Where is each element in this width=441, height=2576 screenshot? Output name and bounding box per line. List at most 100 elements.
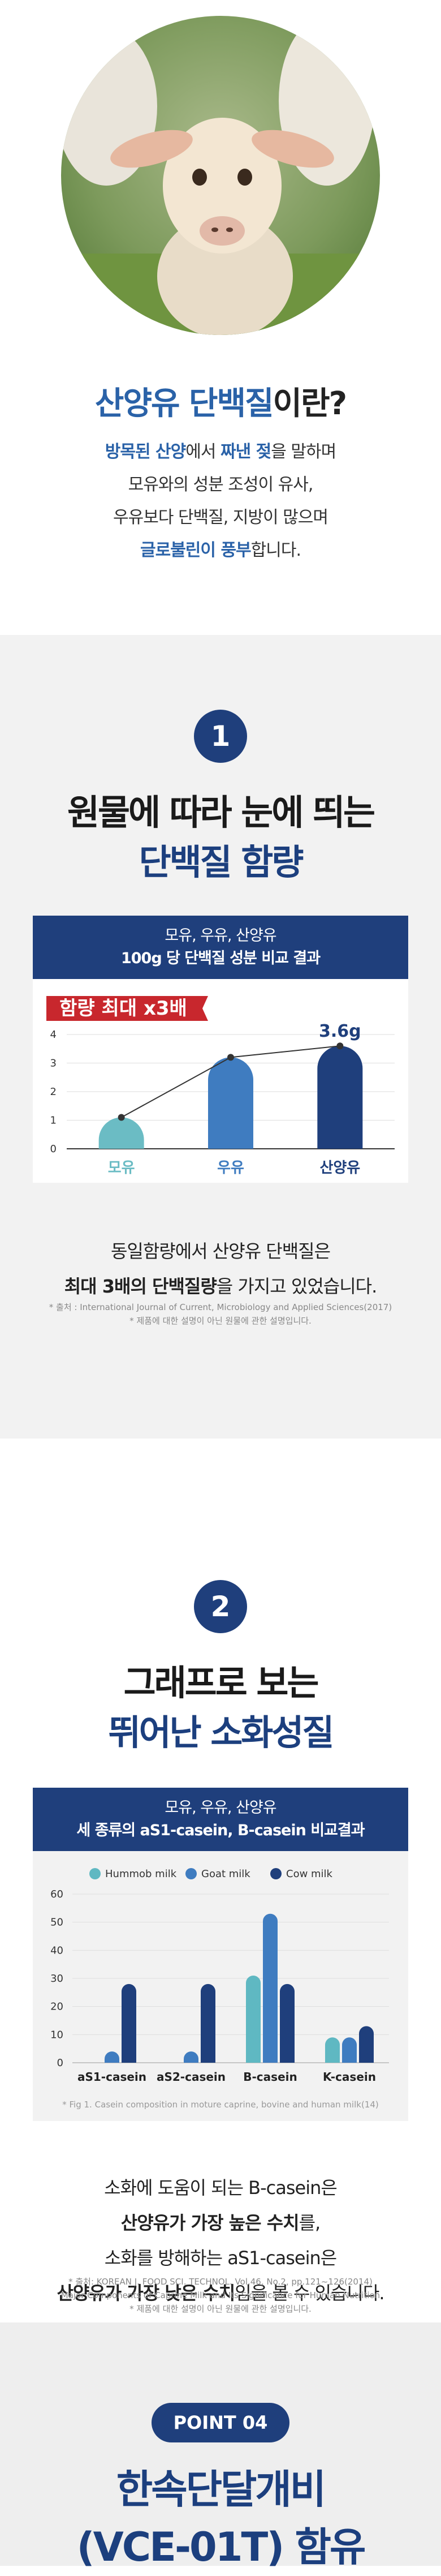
x-tick-label: aS1-casein <box>77 2070 146 2084</box>
body-bold-4: 산양유가 가장 낮은 수치 <box>57 2282 235 2304</box>
card-title: 모유, 우유, 산양유 <box>165 1799 276 1817</box>
intro-line-3: 우유보다 단백질, 지방이 많으며 <box>113 508 328 527</box>
y-tick-label: 4 <box>50 1029 57 1041</box>
y-tick-label: 30 <box>50 1973 63 1985</box>
x-tick-label: 우유 <box>217 1160 244 1177</box>
digestion-section: 2 그래프로 보는 뛰어난 소화성질 모유, 우유, 산양유 세 종류의 aS1… <box>0 1439 441 2322</box>
source-line-2: Major Components of Caprine Milk and Its… <box>60 2290 381 2300</box>
callout-text: 함량 최대 x3배 <box>59 997 187 1020</box>
y-tick-label: 3 <box>50 1058 57 1070</box>
card-title: 모유, 우유, 산양유 <box>165 927 276 944</box>
section-title-line2: 뛰어난 소화성질 <box>108 1712 335 1753</box>
source-note: * 출처 : International Journal of Current,… <box>0 1300 441 1328</box>
legend-label: Goat milk <box>201 1868 250 1880</box>
bar <box>184 2051 198 2063</box>
y-tick-label: 2 <box>50 1086 57 1098</box>
x-tick-label: B-casein <box>243 2070 297 2084</box>
intro-title-blue: 산양유 단백질 <box>94 385 274 422</box>
callout-bg <box>46 996 208 1021</box>
body-line-2-end: 를, <box>299 2212 321 2234</box>
legend-label: Cow milk <box>286 1868 333 1880</box>
intro-title: 산양유 단백질이란? <box>0 378 441 424</box>
section-number-badge: 1 <box>194 710 247 763</box>
y-tick-label: 0 <box>57 2057 63 2069</box>
point-badge: POINT 04 <box>152 2403 289 2442</box>
source-line-1: * 출처 : International Journal of Current,… <box>49 1302 392 1312</box>
bar <box>105 2051 119 2063</box>
y-tick-label: 20 <box>50 2001 63 2013</box>
section-body: 소화에 도움이 되는 B-casein은 산양유가 가장 높은 수치를, 소화를… <box>0 2170 441 2311</box>
bar <box>98 1117 144 1149</box>
intro-line-2: 모유와의 성분 조성이 유사, <box>128 475 314 495</box>
body-line-4-end: 임을 볼 수 있습니다. <box>235 2282 384 2304</box>
point-title-line1: 한속단달개비 <box>116 2466 326 2513</box>
callout-banner: 함량 최대 x3배 <box>46 996 208 1021</box>
section-body: 동일함량에서 산양유 단백질은 최대 3배의 단백질량을 가지고 있었습니다. <box>0 1234 441 1304</box>
body-bold-2: 산양유가 가장 높은 수치 <box>120 2212 300 2234</box>
section-title: 원물에 따라 눈에 띄는 단백질 함량 <box>0 788 441 887</box>
source-line-3: * 제품에 대한 설명이 아닌 원물에 관한 설명입니다. <box>129 2304 312 2314</box>
y-tick-label: 60 <box>50 1888 63 1900</box>
section-number-badge: 2 <box>194 1580 247 1633</box>
section-title: 그래프로 보는 뛰어난 소화성질 <box>0 1658 441 1758</box>
point-title: 한속단달개비 (VCE-01T) 함유 <box>0 2461 441 2576</box>
source-line-2: * 제품에 대한 설명이 아닌 원물에 관한 설명입니다. <box>129 1316 312 1326</box>
goat-photo <box>61 16 380 335</box>
body-line-2-rest: 을 가지고 있었습니다. <box>216 1276 377 1297</box>
intro-line1-end: 을 말하며 <box>271 442 336 462</box>
protein-content-section: 1 원물에 따라 눈에 띄는 단백질 함량 모유, 우유, 산양유 100g 당… <box>0 635 441 1439</box>
body-bold-1: 최대 3배의 단백질량 <box>64 1276 217 1297</box>
bar <box>359 2026 374 2063</box>
body-line-1: 소화에 도움이 되는 B-casein은 <box>104 2177 338 2199</box>
x-tick-label: 산양유 <box>319 1160 360 1177</box>
section-title-line1: 원물에 따라 눈에 띄는 <box>67 792 375 833</box>
body-line-1: 동일함량에서 산양유 단백질은 <box>110 1240 331 1262</box>
y-tick-label: 0 <box>50 1143 57 1155</box>
goat-illustration <box>61 16 380 335</box>
intro-section: 산양유 단백질이란? 방목된 산양에서 짜낸 젖을 말하며 모유와의 성분 조성… <box>0 0 441 635</box>
intro-description: 방목된 산양에서 짜낸 젖을 말하며 모유와의 성분 조성이 유사, 우유보다 … <box>0 436 441 567</box>
point-04-section: POINT 04 한속단달개비 (VCE-01T) 함유 <box>0 2322 441 2570</box>
bar <box>325 2037 340 2063</box>
bar <box>263 1913 278 2063</box>
bar <box>208 1057 253 1149</box>
intro-title-rest: 이란? <box>273 385 348 422</box>
peak-value-label: 3.6g <box>319 1021 361 1041</box>
card-header: 모유, 우유, 산양유 100g 당 단백질 성분 비교 결과 <box>33 916 408 979</box>
legend-swatch <box>270 1868 282 1879</box>
card-subtitle: 100g 당 단백질 성분 비교 결과 <box>120 950 321 967</box>
bar <box>317 1046 363 1149</box>
protein-chart-card: 모유, 우유, 산양유 100g 당 단백질 성분 비교 결과 0 1 2 3 4 모유… <box>33 916 408 1183</box>
intro-hl-3: 글로불린이 풍부 <box>140 540 252 560</box>
bar <box>122 1983 136 2063</box>
trend-point <box>336 1042 344 1050</box>
y-tick-label: 1 <box>50 1115 57 1127</box>
x-tick-label: aS2-casein <box>157 2070 226 2084</box>
point-title-line2: (VCE-01T) 함유 <box>76 2524 366 2570</box>
x-tick-label: 모유 <box>108 1160 135 1177</box>
source-note: * 출처: KOREAN J. FOOD SCI. TECHNOL. Vol.4… <box>0 2275 441 2316</box>
trend-point <box>118 1114 125 1121</box>
section-title-line1: 그래프로 보는 <box>123 1662 319 1703</box>
protein-bar-chart: 0 1 2 3 4 모유 우유 산양유 함량 최대 x3배 3.6g <box>46 996 395 1177</box>
legend-swatch <box>89 1868 101 1879</box>
casein-chart-card: 모유, 우유, 산양유 세 종류의 aS1-casein, B-casein 비… <box>33 1788 408 2121</box>
card-subtitle: 세 종류의 aS1-casein, B-casein 비교결과 <box>76 1822 365 1839</box>
bar <box>280 1983 295 2063</box>
y-tick-label: 40 <box>50 1944 63 1956</box>
x-tick-label: K-casein <box>323 2070 376 2084</box>
casein-bar-chart: Hummob milk Goat milk Cow milk 0 10 20 30 40 50… <box>50 1868 389 2110</box>
intro-hl-2: 짜낸 젖 <box>220 442 271 462</box>
section-title-line2: 단백질 함량 <box>139 842 304 883</box>
trend-point <box>227 1054 234 1061</box>
legend-swatch <box>185 1868 197 1879</box>
y-tick-label: 50 <box>50 1917 63 1929</box>
source-line-1: * 출처: KOREAN J. FOOD SCI. TECHNOL. Vol.4… <box>68 2277 373 2287</box>
intro-line1-mid: 에서 <box>185 442 220 462</box>
intro-line4-end: 합니다. <box>250 540 301 560</box>
intro-hl-1: 방목된 산양 <box>105 442 186 462</box>
figure-caption: * Fig 1. Casein composition in moture ca… <box>62 2100 378 2110</box>
bar <box>201 1983 215 2063</box>
bar <box>342 2037 357 2063</box>
card-header: 모유, 우유, 산양유 세 종류의 aS1-casein, B-casein 비… <box>33 1788 408 1851</box>
